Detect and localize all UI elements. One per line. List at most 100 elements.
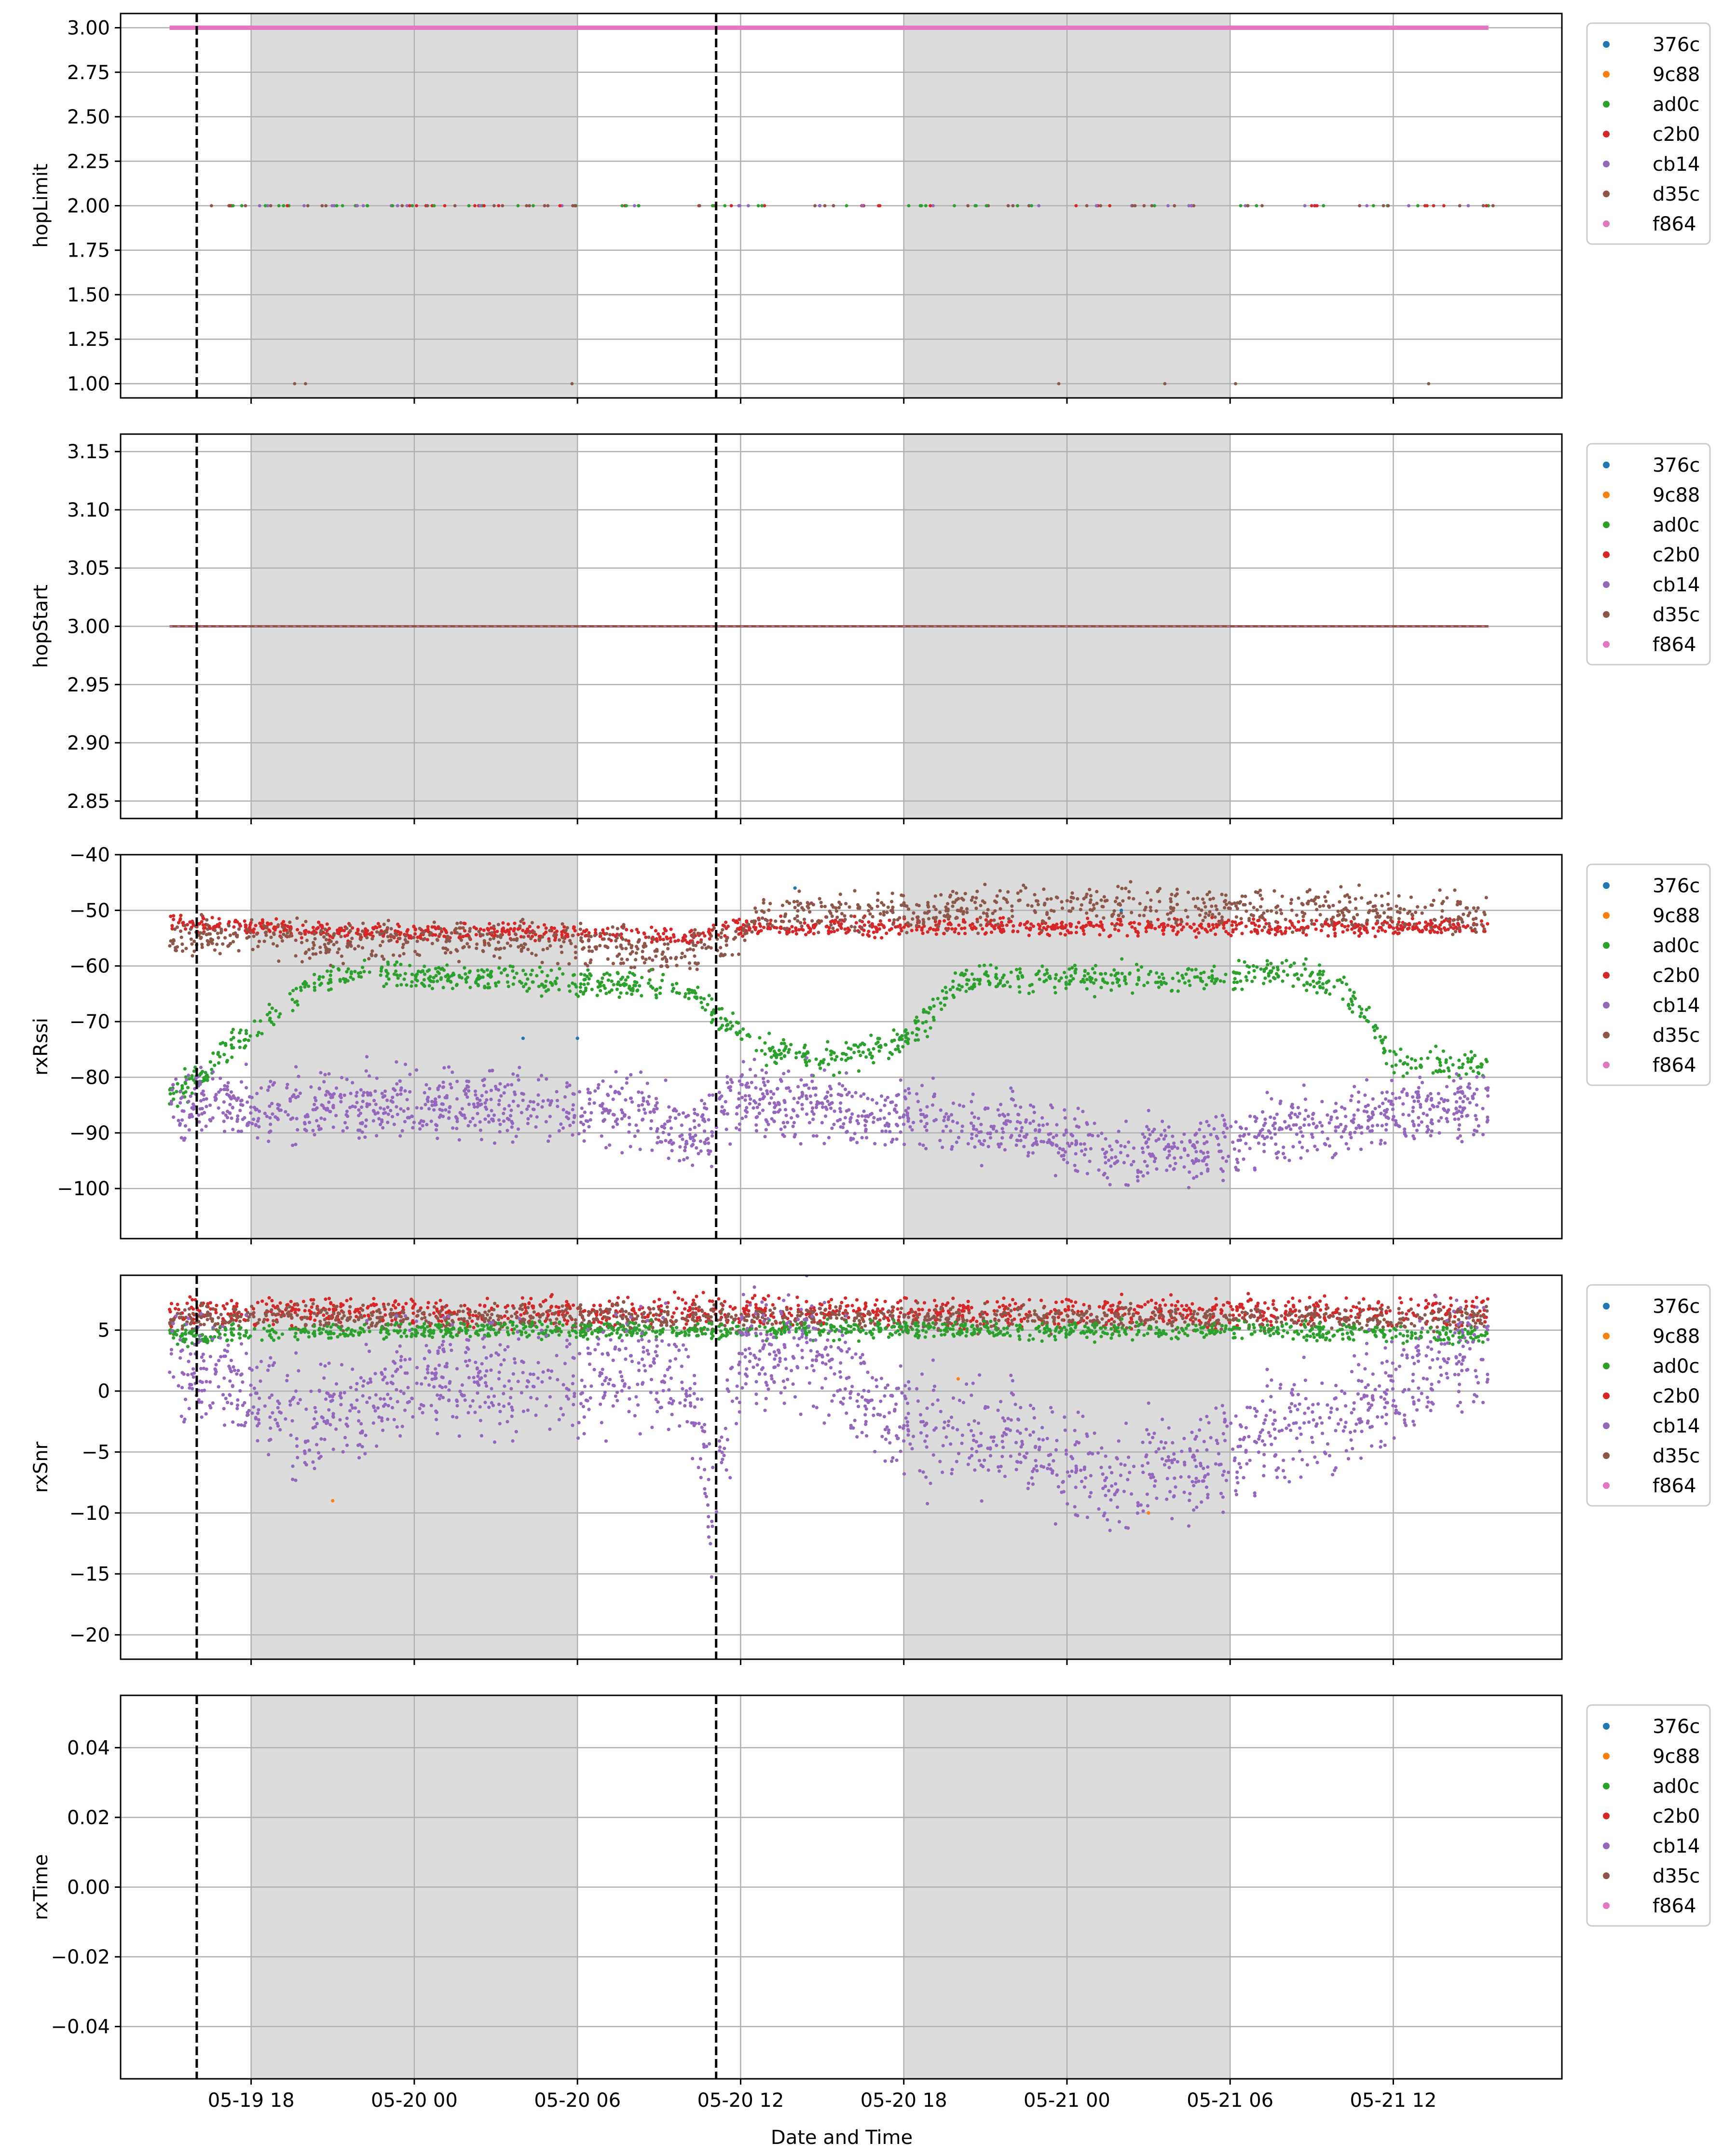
data-point <box>1117 914 1121 917</box>
data-point <box>683 1148 687 1152</box>
data-point <box>318 975 322 979</box>
data-point <box>180 1118 184 1122</box>
data-point <box>643 1111 647 1115</box>
data-point <box>251 948 255 952</box>
data-point <box>1235 1158 1239 1161</box>
data-point <box>558 204 562 207</box>
data-point <box>1290 1103 1294 1106</box>
data-point <box>1036 902 1040 906</box>
data-point <box>896 1044 900 1048</box>
data-point <box>593 934 597 938</box>
data-point <box>635 928 639 931</box>
data-point <box>258 204 261 207</box>
y-tick-label: 3.05 <box>67 558 110 580</box>
data-point <box>804 1094 808 1098</box>
data-point <box>1352 1113 1356 1117</box>
data-point <box>880 901 884 905</box>
data-point <box>358 1128 362 1132</box>
data-point <box>957 909 961 913</box>
data-point <box>286 1082 289 1087</box>
data-point <box>779 1127 783 1131</box>
data-point <box>251 1117 256 1121</box>
data-point <box>1338 900 1341 904</box>
data-point <box>383 1089 387 1093</box>
data-point <box>827 1136 831 1140</box>
data-point <box>481 949 485 953</box>
data-point <box>1067 967 1071 971</box>
data-point <box>1176 971 1179 975</box>
data-point <box>357 1108 361 1112</box>
data-point <box>1109 973 1113 977</box>
data-point <box>708 931 711 935</box>
data-point <box>916 1038 920 1042</box>
data-point <box>1291 984 1295 988</box>
data-point <box>360 1130 364 1134</box>
data-point <box>428 933 432 937</box>
data-point <box>894 1104 898 1107</box>
data-point <box>513 1092 517 1096</box>
data-point <box>1210 979 1214 983</box>
data-point <box>1415 1129 1419 1133</box>
data-point <box>941 1146 944 1149</box>
data-point <box>1132 921 1136 925</box>
data-point <box>531 980 534 984</box>
data-point <box>412 936 416 940</box>
data-point <box>1264 922 1268 926</box>
data-point <box>973 901 977 904</box>
data-point <box>269 922 273 926</box>
data-point <box>479 932 482 936</box>
data-point <box>1301 928 1306 932</box>
data-point <box>228 942 232 945</box>
data-point <box>1397 1096 1402 1100</box>
data-point <box>1353 1085 1356 1089</box>
data-point <box>1153 927 1157 930</box>
data-point <box>735 1020 738 1024</box>
data-point <box>228 1111 232 1115</box>
data-point <box>1262 925 1266 929</box>
data-point <box>543 204 547 207</box>
data-point <box>1294 1123 1298 1127</box>
data-point <box>1389 918 1393 922</box>
data-point <box>205 1078 209 1082</box>
data-point <box>1045 913 1049 916</box>
data-point <box>1486 922 1490 926</box>
data-point <box>628 984 631 988</box>
data-point <box>1224 929 1228 934</box>
data-point <box>650 940 654 944</box>
data-point <box>944 996 948 1000</box>
data-point <box>1026 1151 1030 1155</box>
data-point <box>891 911 895 914</box>
data-point <box>355 1091 359 1094</box>
data-point <box>461 1113 465 1118</box>
data-point <box>782 927 786 930</box>
data-point <box>1092 981 1096 985</box>
data-point <box>508 964 512 968</box>
data-point <box>378 925 382 928</box>
data-point <box>857 1050 861 1053</box>
data-point <box>782 1049 786 1052</box>
data-point <box>324 938 328 942</box>
data-point <box>620 957 624 961</box>
data-point <box>738 204 742 207</box>
data-point <box>1252 969 1256 973</box>
data-point <box>951 994 955 997</box>
data-point <box>231 1128 235 1132</box>
data-point <box>968 986 971 991</box>
data-point <box>649 968 653 972</box>
data-point <box>792 900 796 904</box>
data-point <box>846 1056 850 1060</box>
data-point <box>508 1114 513 1118</box>
data-point <box>655 948 659 952</box>
data-point <box>1280 894 1284 898</box>
data-point <box>1423 920 1428 924</box>
data-point <box>827 929 831 933</box>
data-point <box>1420 929 1424 933</box>
data-point <box>410 984 413 988</box>
data-point <box>1333 931 1337 935</box>
data-point <box>549 969 553 972</box>
data-point <box>279 936 283 940</box>
subplot-hopLimit: 1.001.251.501.752.002.252.502.753.00hopL… <box>30 13 1711 404</box>
data-point <box>230 1116 233 1120</box>
data-point <box>1267 922 1271 926</box>
data-point <box>838 1106 842 1111</box>
